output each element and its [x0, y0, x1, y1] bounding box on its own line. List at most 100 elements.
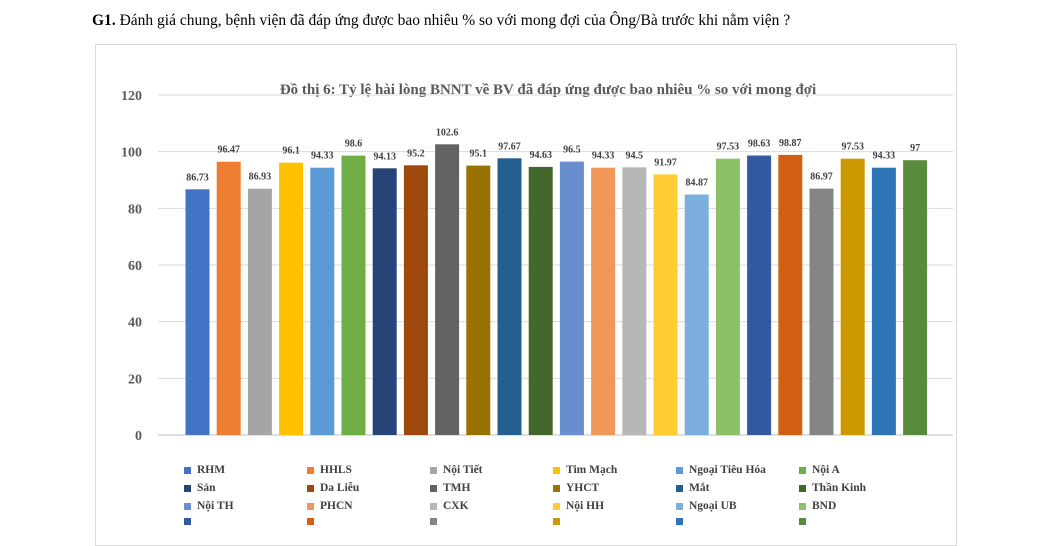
question-prefix: G1	[92, 12, 112, 29]
legend-swatch	[184, 518, 191, 525]
bar	[247, 188, 272, 435]
y-tick-label: 120	[121, 89, 142, 104]
bar	[684, 194, 709, 435]
legend-item: Ngoại UB	[676, 500, 737, 512]
legend-label: Nội HH	[566, 500, 605, 512]
question-text: G1. Đánh giá chung, bệnh viện đã đáp ứng…	[92, 12, 790, 30]
legend-swatch	[799, 502, 806, 510]
legend-item: CXK	[430, 500, 469, 512]
bar	[341, 155, 366, 435]
legend-item	[430, 518, 443, 525]
bar	[310, 167, 335, 435]
legend-item: Sản	[184, 482, 216, 494]
legend-item: Nội HH	[553, 500, 604, 512]
legend-swatch	[430, 466, 437, 474]
legend-label: CXK	[443, 500, 469, 512]
legend-item	[307, 518, 320, 525]
legend-label: Da Liễu	[320, 482, 360, 494]
legend-swatch	[307, 502, 314, 510]
bar	[715, 158, 740, 435]
data-label: 86.93	[249, 172, 272, 183]
legend-item: Thần Kinh	[799, 482, 866, 494]
bar	[216, 161, 241, 435]
legend-label: Nội TH	[197, 500, 234, 512]
legend-swatch	[307, 484, 314, 492]
data-label: 91.97	[654, 157, 677, 168]
data-label: 96.47	[217, 145, 240, 156]
bar	[497, 158, 522, 436]
bar	[435, 144, 460, 436]
bar	[279, 162, 304, 435]
data-label: 94.33	[873, 151, 896, 162]
legend-item: Mắt	[676, 482, 709, 494]
bar	[653, 174, 678, 435]
legend-label: Nội A	[812, 464, 840, 476]
legend-item: BND	[799, 500, 836, 512]
bar	[809, 188, 834, 435]
legend-label: YHCT	[566, 482, 600, 494]
data-label: 102.6	[436, 127, 459, 138]
chart-title: Đồ thị 6: Tỷ lệ hài lòng BNNT về BV đã đ…	[280, 82, 816, 98]
data-label: 84.87	[685, 178, 708, 189]
data-label: 86.73	[186, 172, 209, 183]
legend-item: Ngoại Tiêu Hóa	[676, 464, 766, 476]
legend-label: Ngoại UB	[689, 500, 737, 512]
y-axis-ticks: 0 20 40 60 80 100 120	[121, 89, 142, 444]
legend-label: Ngoại Tiêu Hóa	[689, 464, 766, 476]
bar	[747, 155, 772, 435]
legend-swatch	[799, 518, 806, 525]
legend-swatch	[184, 502, 191, 510]
legend-swatch	[430, 502, 437, 510]
y-tick-label: 100	[121, 146, 142, 161]
bar	[871, 167, 896, 435]
legend-label: BND	[812, 500, 837, 512]
data-label: 94.5	[626, 150, 644, 161]
data-label: 98.63	[748, 139, 771, 150]
legend-swatch	[553, 502, 560, 510]
data-label: 95.1	[470, 149, 488, 160]
y-tick-label: 80	[128, 202, 142, 217]
data-label: 95.2	[407, 148, 425, 159]
legend-swatch	[676, 502, 683, 510]
bar	[185, 189, 210, 435]
legend-item: Da Liễu	[307, 482, 359, 494]
legend-swatch	[430, 484, 437, 492]
bar	[622, 167, 647, 436]
legend-item: RHM	[184, 464, 225, 476]
y-tick-label: 20	[128, 372, 142, 387]
legend-swatch	[553, 484, 560, 492]
data-label: 96.5	[563, 145, 581, 156]
legend-swatch	[307, 466, 314, 474]
data-label: 96.1	[282, 146, 300, 157]
bar	[372, 168, 397, 436]
legend-swatch	[184, 466, 191, 474]
bar	[903, 160, 928, 435]
data-label: 94.63	[529, 150, 552, 161]
data-label: 97.53	[841, 142, 864, 153]
legend-item: Nội Tiết	[430, 464, 483, 476]
legend-swatch	[553, 466, 560, 474]
legend-item	[799, 518, 812, 525]
y-tick-label: 0	[135, 429, 142, 444]
bar-chart: Đồ thị 6: Tỷ lệ hài lòng BNNT về BV đã đ…	[121, 82, 953, 444]
bar	[528, 166, 553, 435]
legend-item: YHCT	[553, 482, 599, 494]
legend-swatch	[799, 466, 806, 474]
bar	[466, 165, 491, 435]
data-label: 97.67	[498, 141, 521, 152]
legend-swatch	[676, 518, 683, 525]
legend-label: Thần Kinh	[812, 482, 867, 494]
legend-swatch	[307, 518, 314, 525]
data-label: 94.33	[592, 151, 615, 162]
bar	[403, 165, 428, 436]
legend-label: Tim Mạch	[566, 464, 618, 476]
gridlines	[158, 94, 953, 436]
legend-label: Nội Tiết	[443, 464, 483, 476]
y-tick-label: 60	[128, 259, 142, 274]
data-label: 86.97	[810, 172, 833, 183]
legend-item: Nội TH	[184, 500, 234, 512]
legend-item	[676, 518, 689, 525]
legend-swatch	[799, 484, 806, 492]
data-label: 94.13	[373, 151, 396, 162]
legend-label: RHM	[197, 464, 226, 476]
